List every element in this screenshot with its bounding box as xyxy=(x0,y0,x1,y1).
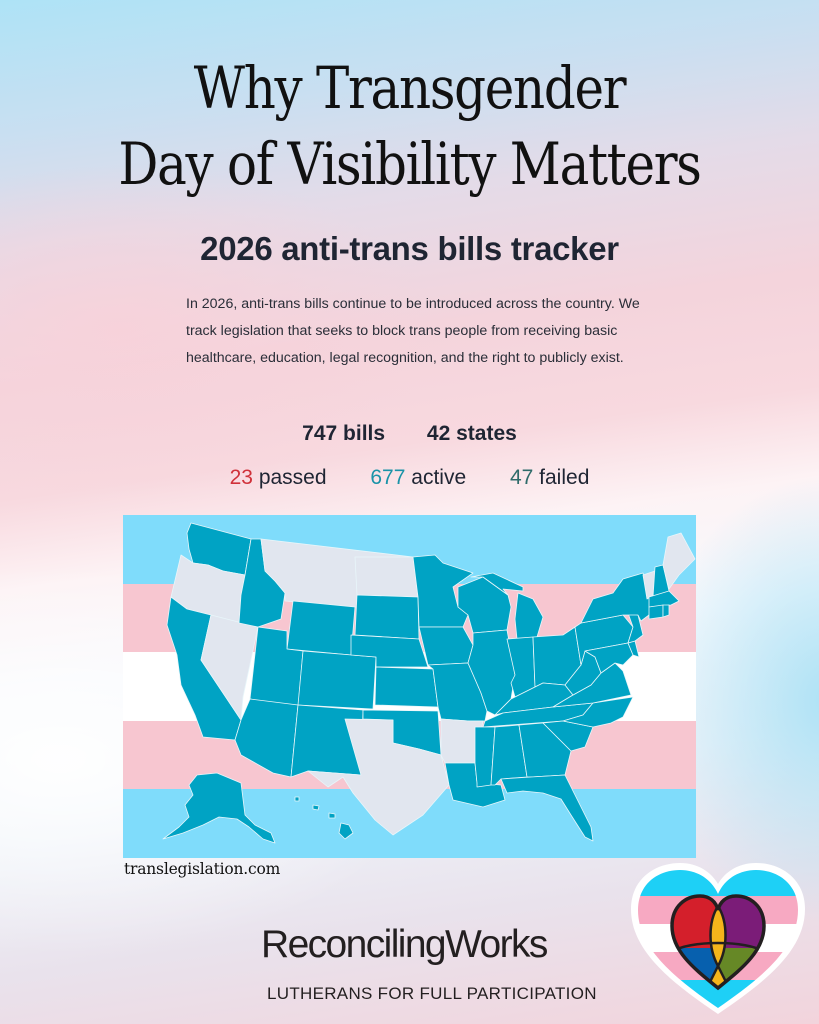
page-title-line-2: Day of Visibility Matters xyxy=(118,130,702,198)
state-north-dakota xyxy=(354,556,419,598)
trans-heart-logo xyxy=(631,863,805,1014)
failed-label: failed xyxy=(539,466,590,489)
state-south-dakota xyxy=(354,594,420,640)
state-connecticut xyxy=(648,604,664,620)
state-hawaii-big xyxy=(338,822,354,840)
states-total: 42 states xyxy=(426,422,517,445)
state-michigan xyxy=(470,572,524,596)
tracker-subtitle: 2026 anti-trans bills tracker xyxy=(200,230,619,267)
state-north-carolina xyxy=(562,696,634,728)
page-title-line-1: Why Transgender xyxy=(193,54,627,122)
status-passed: 23 passed xyxy=(230,466,327,489)
state-hawaii-maui xyxy=(328,812,336,819)
stained-glass-heart-outline xyxy=(670,894,766,991)
reconcilingworks-tagline: LUTHERANS FOR FULL PARTICIPATION xyxy=(267,984,597,1003)
passed-label: passed xyxy=(258,466,327,489)
state-maine xyxy=(662,532,696,590)
active-label: active xyxy=(411,466,467,489)
passed-count: 23 xyxy=(229,466,253,489)
state-iowa xyxy=(418,626,474,666)
state-alaska xyxy=(162,772,276,844)
state-hawaii-oahu xyxy=(312,804,320,811)
status-row: 23 passed 677 active 47 failed xyxy=(0,466,819,490)
source-link[interactable]: translegislation.com xyxy=(124,860,281,878)
state-michigan-lower xyxy=(514,592,544,640)
state-california xyxy=(166,596,242,741)
intro-paragraph: In 2026, anti-trans bills continue to be… xyxy=(186,296,640,366)
state-south-carolina xyxy=(542,720,594,752)
bills-total: 747 bills xyxy=(302,422,386,445)
status-active: 677 active xyxy=(370,466,466,489)
us-map-panel xyxy=(123,515,696,858)
state-florida xyxy=(500,774,594,842)
reconcilingworks-logo-text: ReconcilingWorks xyxy=(261,923,548,966)
state-colorado xyxy=(297,650,377,710)
status-failed: 47 failed xyxy=(510,466,589,489)
state-hawaii-kauai xyxy=(294,796,300,802)
state-wyoming xyxy=(286,600,356,656)
us-map xyxy=(162,522,696,844)
state-rhode-island xyxy=(662,604,670,618)
state-massachusetts xyxy=(648,590,680,608)
state-texas xyxy=(307,718,450,836)
state-kansas xyxy=(374,666,439,708)
totals-row: 747 bills 42 states xyxy=(0,422,819,446)
state-arizona xyxy=(234,698,299,778)
failed-count: 47 xyxy=(509,466,534,489)
active-count: 677 xyxy=(370,466,406,489)
state-new-york xyxy=(580,572,652,624)
